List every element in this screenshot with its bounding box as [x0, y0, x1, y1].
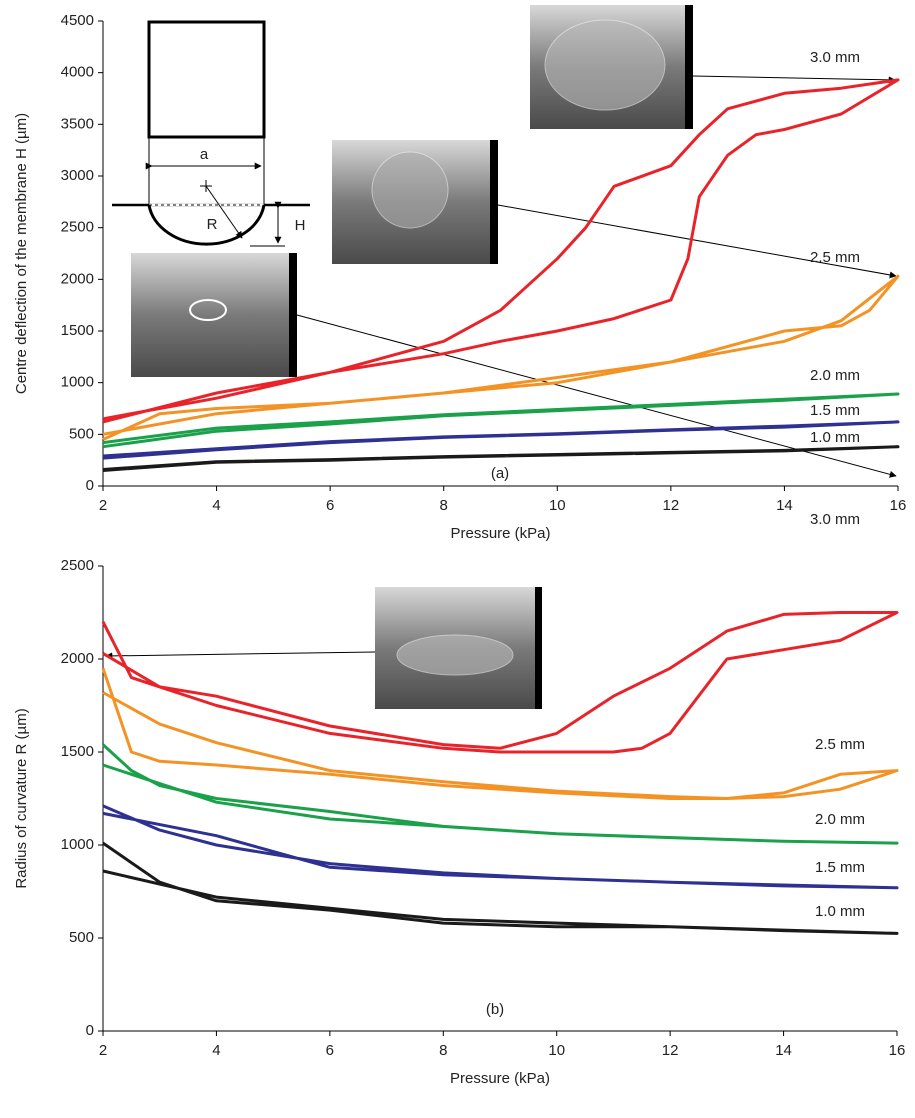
x-axis-label: Pressure (kPa)	[450, 1070, 550, 1087]
y-tick-label: 1500	[61, 322, 94, 339]
y-tick-label: 2500	[61, 557, 94, 574]
series-label: 2.0 mm	[815, 811, 865, 828]
panel-label: (a)	[491, 465, 509, 482]
panel-label: (b)	[486, 1001, 504, 1018]
series-label: 1.5 mm	[810, 402, 860, 419]
series-label: 1.0 mm	[815, 903, 865, 920]
curve	[103, 843, 897, 933]
x-tick-label: 2	[99, 1042, 107, 1059]
curve	[103, 806, 897, 888]
y-tick-label: 1000	[61, 374, 94, 391]
y-tick-label: 2000	[61, 650, 94, 667]
diagram-label: R	[207, 216, 218, 233]
y-tick-label: 2500	[61, 219, 94, 236]
y-tick-label: 4500	[61, 12, 94, 29]
series-label: 2.0 mm	[810, 367, 860, 384]
x-tick-label: 12	[662, 1042, 679, 1059]
x-tick-label: 10	[549, 497, 566, 514]
y-tick-label: 4000	[61, 64, 94, 81]
x-tick-label: 16	[889, 1042, 906, 1059]
y-tick-label: 3500	[61, 115, 94, 132]
photo-insets	[106, 5, 896, 709]
x-tick-label: 4	[212, 1042, 220, 1059]
y-tick-label: 0	[86, 1022, 94, 1039]
x-axis-label: Pressure (kPa)	[450, 525, 550, 542]
x-tick-label: 8	[440, 497, 448, 514]
y-axis-label: Radius of curvature R (µm)	[13, 708, 30, 888]
x-tick-label: 8	[439, 1042, 447, 1059]
x-tick-label: 4	[212, 497, 220, 514]
diagram-label: H	[295, 217, 306, 234]
x-tick-label: 16	[890, 497, 907, 514]
x-tick-label: 6	[326, 1042, 334, 1059]
x-tick-label: 6	[326, 497, 334, 514]
diagram-label: a	[200, 146, 209, 163]
y-tick-label: 500	[69, 425, 94, 442]
x-tick-label: 14	[776, 497, 793, 514]
series-label: 1.0 mm	[810, 429, 860, 446]
series-label: 3.0 mm	[810, 511, 860, 528]
y-tick-label: 3000	[61, 167, 94, 184]
y-tick-label: 500	[69, 929, 94, 946]
series-label: 1.5 mm	[815, 859, 865, 876]
y-tick-label: 0	[86, 477, 94, 494]
y-tick-label: 1500	[61, 743, 94, 760]
y-axis-label: Centre deflection of the membrane H (µm)	[13, 113, 30, 394]
y-tick-label: 1000	[61, 836, 94, 853]
inset-diagram: a R H	[112, 22, 310, 246]
figure: a R H 0500100015002000250030003500400045…	[0, 0, 915, 1113]
series-label: 2.5 mm	[815, 736, 865, 753]
x-tick-label: 14	[775, 1042, 792, 1059]
x-tick-label: 12	[663, 497, 680, 514]
series-label: 3.0 mm	[810, 49, 860, 66]
x-tick-label: 10	[548, 1042, 565, 1059]
x-tick-label: 2	[99, 497, 107, 514]
series-label: 2.5 mm	[810, 249, 860, 266]
y-tick-label: 2000	[61, 270, 94, 287]
curve	[103, 394, 898, 447]
